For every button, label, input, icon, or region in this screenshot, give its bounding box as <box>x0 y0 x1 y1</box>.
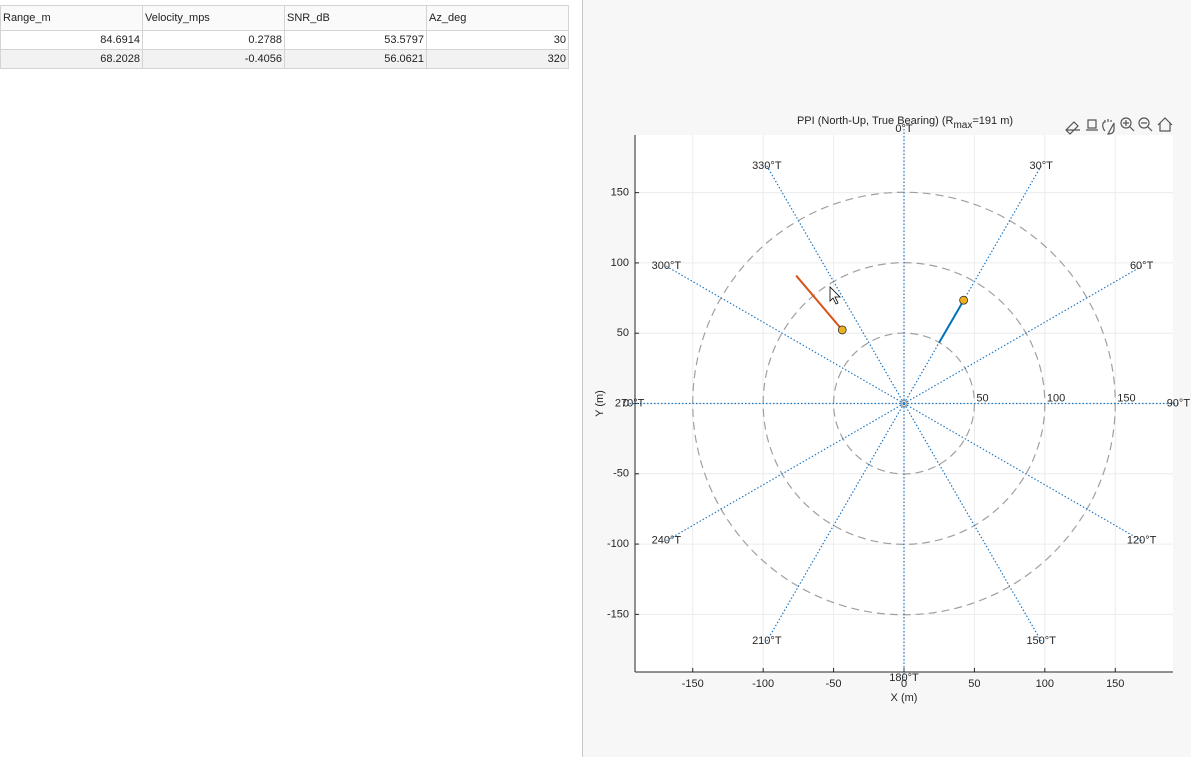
mouse-cursor <box>829 286 841 305</box>
y-tick-label: -100 <box>607 538 629 550</box>
ring-label: 150 <box>1117 392 1135 404</box>
bearing-spoke <box>903 402 1142 542</box>
y-tick-label: -50 <box>613 468 629 480</box>
track-trail <box>795 274 844 331</box>
bearing-label: 120°T <box>1127 535 1157 547</box>
bearing-label: 240°T <box>652 535 682 547</box>
x-tick-label: -50 <box>826 678 842 690</box>
table-cell: -0.4056 <box>142 49 285 69</box>
bearing-label: 330°T <box>752 160 782 172</box>
column-header: Range_m <box>0 5 143 31</box>
bearing-label: 210°T <box>752 635 782 647</box>
y-tick-label: -150 <box>607 608 629 620</box>
bearing-spoke <box>666 402 905 542</box>
y-tick-label: 150 <box>611 187 629 199</box>
header-row: Range_m Velocity_mps SNR_dB Az_deg <box>0 5 569 31</box>
data-table: Range_m Velocity_mps SNR_dB Az_deg 84.6914 0… <box>0 5 569 69</box>
bearing-label: 180°T <box>889 672 919 684</box>
x-axis-label: X (m) <box>891 692 918 704</box>
bearing-label: 0°T <box>895 123 913 135</box>
table-panel: Range_m Velocity_mps SNR_dB Az_deg 84.6914 0… <box>0 0 583 757</box>
pan-icon[interactable] <box>1102 119 1115 135</box>
column-header: Az_deg <box>426 5 569 31</box>
home-icon[interactable] <box>1157 117 1173 132</box>
y-tick-label: 0 <box>623 397 629 409</box>
bearing-label: 60°T <box>1130 260 1154 272</box>
origin <box>900 400 908 407</box>
table-cell: 320 <box>426 49 569 69</box>
bearing-spoke <box>903 265 1142 405</box>
brush-icon[interactable] <box>1065 121 1080 135</box>
chart-title: PPI (North-Up, True Bearing) (Rmax=191 m… <box>797 115 1013 131</box>
bearing-label: 300°T <box>652 260 682 272</box>
y-tick-label: 100 <box>611 257 629 269</box>
x-tick-label: -100 <box>752 678 774 690</box>
table-cell: 56.0621 <box>284 49 427 69</box>
target-marker <box>959 295 969 305</box>
bearing-label: 150°T <box>1026 635 1056 647</box>
x-tick-label: 100 <box>1036 678 1054 690</box>
bearing-spoke <box>903 165 1042 404</box>
title-text: PPI (North-Up, True Bearing) (R <box>797 115 954 127</box>
table-row: 68.2028 -0.4056 56.0621 320 <box>0 49 569 69</box>
y-tick-label: 50 <box>617 327 629 339</box>
x-tick-label: 150 <box>1106 678 1124 690</box>
track-trail <box>938 299 965 343</box>
target-marker <box>837 325 847 335</box>
ring-label: 50 <box>976 392 988 404</box>
y-axis-label: Y (m) <box>594 390 606 417</box>
zoom-in-icon[interactable] <box>1120 117 1132 129</box>
title-subscript: max <box>953 120 972 131</box>
ring-label: 100 <box>1047 392 1065 404</box>
datatip-icon[interactable] <box>1086 119 1098 131</box>
bearing-label: 270°T <box>615 397 645 409</box>
bearing-label: 90°T <box>1167 397 1191 409</box>
title-suffix: =191 m) <box>972 115 1013 127</box>
bearing-spoke <box>766 403 905 642</box>
x-tick-label: 0 <box>901 678 907 690</box>
x-tick-label: 50 <box>968 678 980 690</box>
bearing-label: 30°T <box>1030 160 1054 172</box>
zoom-out-icon[interactable] <box>1138 117 1150 129</box>
bearing-spoke <box>666 265 905 405</box>
toolbar[interactable] <box>1065 117 1173 135</box>
column-header: Velocity_mps <box>142 5 285 31</box>
bearing-spoke <box>766 165 905 404</box>
column-header: SNR_dB <box>284 5 427 31</box>
x-tick-label: -150 <box>682 678 704 690</box>
bearing-spoke <box>903 403 1042 642</box>
